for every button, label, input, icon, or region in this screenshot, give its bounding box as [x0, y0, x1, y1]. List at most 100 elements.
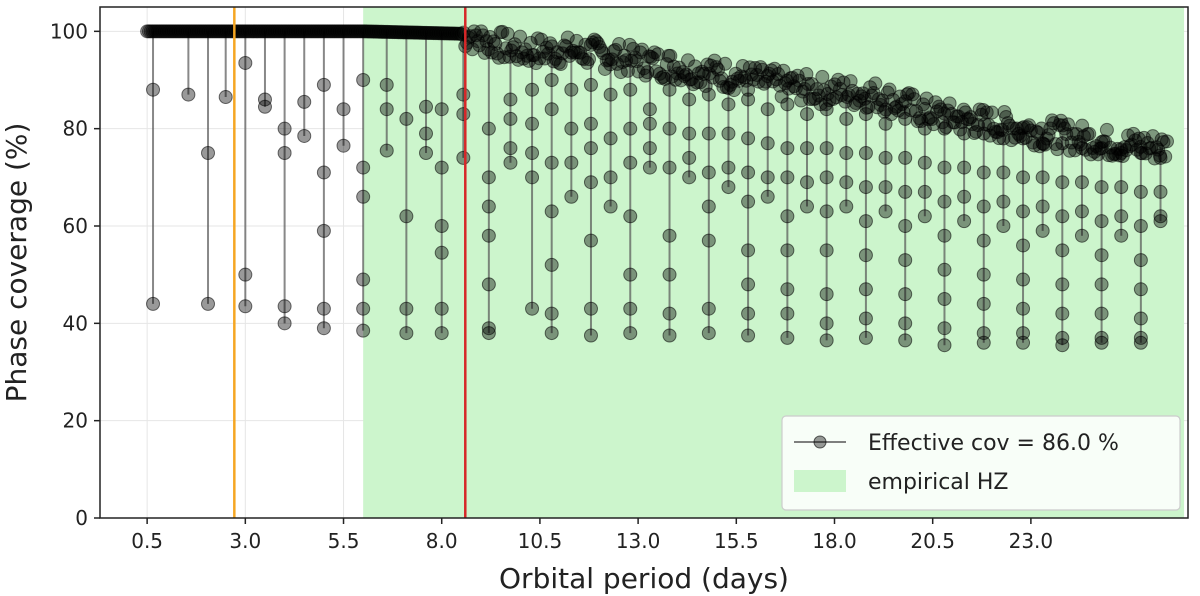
data-point	[525, 301, 540, 316]
data-point	[898, 150, 913, 165]
data-point	[718, 56, 733, 71]
data-point	[434, 326, 449, 341]
data-point	[858, 248, 873, 263]
data-point	[1035, 223, 1050, 238]
data-point	[544, 306, 559, 321]
data-point	[1016, 272, 1031, 287]
data-point	[917, 184, 932, 199]
data-point	[434, 301, 449, 316]
data-point	[839, 199, 854, 214]
data-point	[1074, 204, 1089, 219]
data-point	[682, 126, 697, 141]
data-point	[1114, 228, 1129, 243]
data-point	[682, 92, 697, 107]
data-point	[976, 233, 991, 248]
data-point	[819, 170, 834, 185]
data-point	[819, 204, 834, 219]
data-point	[297, 94, 312, 109]
data-point	[399, 326, 414, 341]
data-point	[238, 55, 253, 70]
y-tick-label: 80	[63, 117, 88, 141]
legend-series-label: Effective cov = 86.0 %	[868, 431, 1119, 456]
data-point	[257, 99, 272, 114]
data-point	[379, 77, 394, 92]
data-point	[907, 92, 922, 107]
data-point	[1016, 204, 1031, 219]
data-point	[525, 116, 540, 131]
data-point	[819, 316, 834, 331]
data-point	[356, 73, 371, 87]
data-point	[629, 54, 644, 69]
data-point	[419, 99, 434, 114]
data-point	[1153, 209, 1168, 224]
data-point	[218, 90, 233, 105]
data-point	[257, 92, 272, 107]
y-tick-label: 20	[63, 409, 88, 433]
data-point	[741, 328, 756, 343]
data-point	[1114, 180, 1129, 195]
data-point	[603, 87, 618, 102]
data-point	[800, 175, 815, 190]
data-point	[721, 97, 736, 112]
data-point	[1094, 330, 1109, 345]
data-point	[804, 77, 819, 92]
data-point	[1094, 335, 1109, 350]
data-point	[760, 189, 775, 204]
data-point	[181, 87, 196, 102]
data-point	[356, 323, 371, 338]
data-point	[277, 146, 292, 160]
data-point	[878, 102, 893, 117]
data-point	[503, 111, 518, 126]
data-point	[858, 107, 873, 122]
data-point	[503, 155, 518, 170]
x-axis-title: Orbital period (days)	[499, 562, 789, 595]
data-point	[277, 316, 292, 331]
data-point	[503, 141, 518, 156]
plot-frame	[99, 6, 1189, 519]
data-point	[976, 165, 991, 180]
data-point	[760, 170, 775, 185]
data-point	[819, 333, 834, 348]
data-point	[525, 170, 540, 185]
data-point	[1153, 150, 1168, 165]
data-point	[1016, 120, 1031, 135]
data-point	[456, 150, 471, 165]
data-point	[1133, 253, 1148, 268]
data-point	[564, 189, 579, 204]
data-point	[434, 245, 449, 260]
data-point	[238, 267, 253, 282]
data-point	[721, 160, 736, 175]
data-point	[917, 155, 932, 170]
data-point	[623, 121, 638, 136]
data-point	[1016, 170, 1031, 185]
data-point	[379, 143, 394, 158]
data-point	[819, 141, 834, 156]
data-point	[662, 306, 677, 321]
data-point	[858, 146, 873, 160]
data-point	[1074, 228, 1089, 243]
data-point	[662, 82, 677, 97]
data-point	[662, 267, 677, 282]
data-point	[937, 228, 952, 243]
x-tick-label: 10.5	[518, 529, 563, 553]
data-point	[1133, 282, 1148, 297]
x-tick-label: 15.5	[714, 529, 759, 553]
data-point	[1094, 277, 1109, 292]
data-point	[1133, 335, 1148, 350]
y-axis-title: Phase coverage (%)	[0, 123, 33, 403]
data-point	[1094, 141, 1109, 156]
data-point	[819, 102, 834, 117]
data-point	[583, 328, 598, 343]
data-point	[201, 296, 216, 311]
data-point	[481, 228, 496, 243]
data-point	[839, 175, 854, 190]
data-point	[976, 326, 991, 341]
data-point	[839, 111, 854, 126]
data-point	[819, 287, 834, 302]
x-tick-label: 0.5	[131, 529, 163, 553]
data-point	[316, 321, 331, 336]
data-point	[603, 170, 618, 185]
data-point	[898, 287, 913, 302]
data-point	[858, 282, 873, 297]
